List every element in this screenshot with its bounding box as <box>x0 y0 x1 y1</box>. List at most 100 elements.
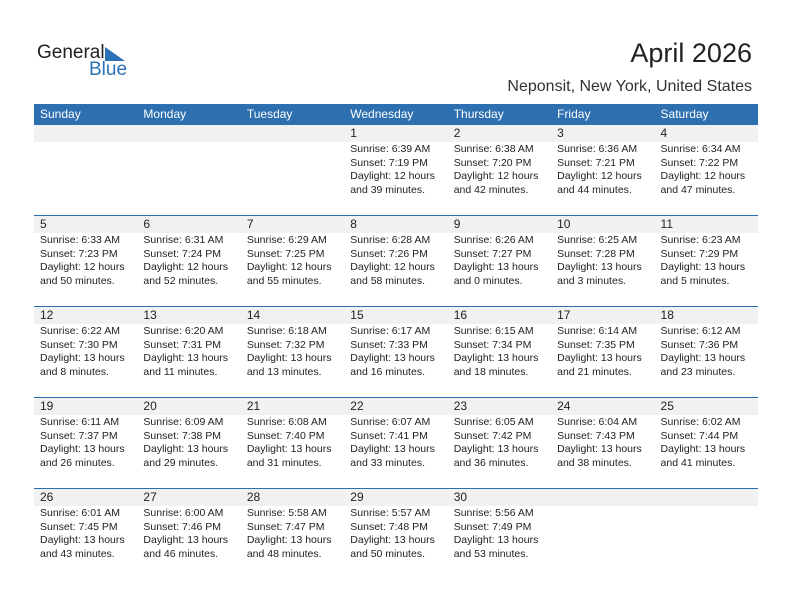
day-cell: 12 Sunrise: 6:22 AM Sunset: 7:30 PM Dayligh… <box>34 307 137 379</box>
day-cell: 23 Sunrise: 6:05 AM Sunset: 7:42 PM Dayligh… <box>448 398 551 470</box>
date-band <box>34 398 758 415</box>
day-cell: 19 Sunrise: 6:11 AM Sunset: 7:37 PM Dayligh… <box>34 398 137 470</box>
daylight1-text: Daylight: 13 hours <box>557 261 642 274</box>
daylight1-text: Daylight: 13 hours <box>143 534 229 547</box>
daylight1-text: Daylight: 13 hours <box>350 352 435 365</box>
sunrise-text: Sunrise: 6:34 AM <box>660 143 741 155</box>
daylight1-text: Daylight: 12 hours <box>557 170 642 183</box>
daylight2-text: and 8 minutes. <box>40 365 109 378</box>
sunrise-text: Sunrise: 6:20 AM <box>143 325 224 337</box>
sunrise-text: Sunrise: 6:07 AM <box>350 416 431 428</box>
week-row: 26 Sunrise: 6:01 AM Sunset: 7:45 PM Dayligh… <box>34 488 758 579</box>
sunset-text: Sunset: 7:28 PM <box>557 247 635 260</box>
daylight2-text: and 39 minutes. <box>350 183 425 196</box>
day-cell: 25 Sunrise: 6:02 AM Sunset: 7:44 PM Dayligh… <box>655 398 758 470</box>
day-number: 2 <box>453 126 461 140</box>
day-cell: 16 Sunrise: 6:15 AM Sunset: 7:34 PM Dayligh… <box>448 307 551 379</box>
day-cell <box>241 125 344 197</box>
sunset-text: Sunset: 7:29 PM <box>660 247 739 260</box>
day-cell: 5 Sunrise: 6:33 AM Sunset: 7:23 PM Daylight… <box>34 216 137 288</box>
daylight2-text: and 13 minutes. <box>246 365 322 378</box>
date-band <box>34 489 758 506</box>
daylight2-text: and 11 minutes. <box>143 365 218 378</box>
day-cell: 21 Sunrise: 6:08 AM Sunset: 7:40 PM Dayligh… <box>241 398 344 470</box>
daylight2-text: and 18 minutes. <box>453 365 529 378</box>
sunrise-text: Sunrise: 6:18 AM <box>246 325 327 337</box>
sunrise-text: Sunrise: 6:15 AM <box>453 325 534 337</box>
day-number: 3 <box>557 126 564 140</box>
daylight2-text: and 38 minutes. <box>557 456 632 469</box>
day-number: 16 <box>453 308 468 322</box>
sunset-text: Sunset: 7:31 PM <box>143 338 222 351</box>
daylight1-text: Daylight: 12 hours <box>660 170 746 183</box>
day-cell: 6 Sunrise: 6:31 AM Sunset: 7:24 PM Daylight… <box>137 216 240 288</box>
day-cell: 17 Sunrise: 6:14 AM Sunset: 7:35 PM Dayligh… <box>551 307 654 379</box>
day-cell: 2 Sunrise: 6:38 AM Sunset: 7:20 PM Daylight… <box>448 125 551 197</box>
daylight1-text: Daylight: 13 hours <box>143 352 229 365</box>
date-band <box>34 307 758 324</box>
sunset-text: Sunset: 7:47 PM <box>246 520 325 533</box>
day-number: 17 <box>557 308 571 322</box>
daylight2-text: and 47 minutes. <box>660 183 736 196</box>
daylight2-text: and 41 minutes. <box>660 456 736 469</box>
day-cell: 13 Sunrise: 6:20 AM Sunset: 7:31 PM Dayligh… <box>137 307 240 379</box>
week-row: 19 Sunrise: 6:11 AM Sunset: 7:37 PM Dayligh… <box>34 397 758 488</box>
sunrise-text: Sunrise: 6:04 AM <box>557 416 638 428</box>
day-cell: 27 Sunrise: 6:00 AM Sunset: 7:46 PM Dayligh… <box>137 489 240 561</box>
daylight1-text: Daylight: 13 hours <box>660 443 746 456</box>
daylight2-text: and 0 minutes. <box>453 274 523 287</box>
day-number: 11 <box>660 217 673 231</box>
daylight1-text: Daylight: 13 hours <box>557 352 642 365</box>
sunset-text: Sunset: 7:23 PM <box>40 247 118 260</box>
sunset-text: Sunset: 7:19 PM <box>350 156 428 169</box>
sunrise-text: Sunrise: 6:39 AM <box>350 143 431 155</box>
daylight1-text: Daylight: 13 hours <box>350 534 435 547</box>
daylight2-text: and 55 minutes. <box>246 274 322 287</box>
sunset-text: Sunset: 7:33 PM <box>350 338 428 351</box>
sunrise-text: Sunrise: 6:31 AM <box>143 234 224 246</box>
weekday-tuesday: Tuesday <box>246 107 293 121</box>
daylight2-text: and 44 minutes. <box>557 183 632 196</box>
sunset-text: Sunset: 7:22 PM <box>660 156 739 169</box>
week-row: 12 Sunrise: 6:22 AM Sunset: 7:30 PM Dayligh… <box>34 306 758 397</box>
daylight1-text: Daylight: 13 hours <box>453 534 539 547</box>
sunset-text: Sunset: 7:48 PM <box>350 520 428 533</box>
daylight1-text: Daylight: 13 hours <box>40 443 125 456</box>
sunset-text: Sunset: 7:49 PM <box>453 520 532 533</box>
weekday-wednesday: Wednesday <box>350 107 414 121</box>
day-cell: 14 Sunrise: 6:18 AM Sunset: 7:32 PM Dayligh… <box>241 307 344 379</box>
sunset-text: Sunset: 7:42 PM <box>453 429 532 442</box>
day-cell <box>137 125 240 197</box>
day-number: 4 <box>660 126 668 140</box>
day-number: 14 <box>246 308 261 322</box>
calendar-grid: Sunday Monday Tuesday Wednesday Thursday Frid… <box>34 104 758 579</box>
daylight2-text: and 29 minutes. <box>143 456 219 469</box>
sunset-text: Sunset: 7:36 PM <box>660 338 739 351</box>
daylight2-text: and 33 minutes. <box>350 456 425 469</box>
day-number: 12 <box>40 308 54 322</box>
sunrise-text: Sunrise: 6:26 AM <box>453 234 534 246</box>
sunset-text: Sunset: 7:38 PM <box>143 429 222 442</box>
day-number: 15 <box>350 308 364 322</box>
sunset-text: Sunset: 7:26 PM <box>350 247 428 260</box>
sunset-text: Sunset: 7:46 PM <box>143 520 222 533</box>
sunrise-text: Sunrise: 6:09 AM <box>143 416 224 428</box>
daylight2-text: and 48 minutes. <box>246 547 322 560</box>
weekday-saturday: Saturday <box>660 107 709 121</box>
day-cell: 11 Sunrise: 6:23 AM Sunset: 7:29 PM Dayligh… <box>655 216 758 288</box>
weekday-sunday: Sunday <box>40 107 81 121</box>
daylight2-text: and 52 minutes. <box>143 274 219 287</box>
sunrise-text: Sunrise: 6:17 AM <box>350 325 431 337</box>
location: Neponsit, New York, United States <box>507 78 752 95</box>
logo-triangle-icon <box>105 47 125 61</box>
daylight1-text: Daylight: 13 hours <box>453 261 539 274</box>
day-number: 26 <box>40 490 54 504</box>
day-cell: 1 Sunrise: 6:39 AM Sunset: 7:19 PM Daylight… <box>344 125 447 197</box>
daylight2-text: and 36 minutes. <box>453 456 529 469</box>
sunrise-text: Sunrise: 6:00 AM <box>143 507 224 519</box>
sunset-text: Sunset: 7:37 PM <box>40 429 118 442</box>
day-number: 10 <box>557 217 571 231</box>
sunset-text: Sunset: 7:30 PM <box>40 338 118 351</box>
daylight1-text: Daylight: 12 hours <box>143 261 229 274</box>
